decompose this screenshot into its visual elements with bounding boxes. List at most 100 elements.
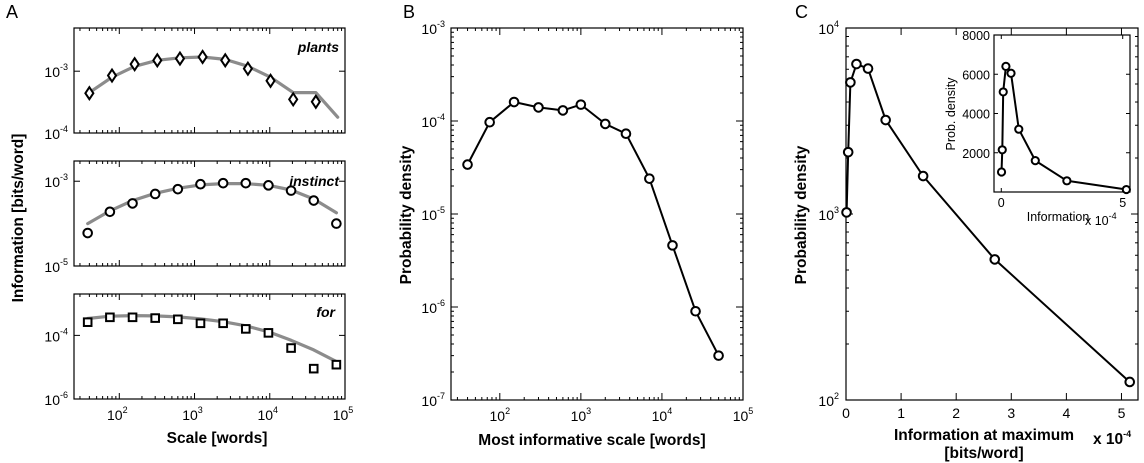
panel-letter-a: A	[6, 2, 18, 22]
panel-b: B 102 103 104 105 10-7 10-6 10-5 10-4 10-3 Most …	[398, 2, 753, 449]
panel-a-plants-data-point	[84, 85, 95, 102]
panel-b-data-point	[599, 118, 611, 130]
panel-a-x-tick-label: 103	[182, 405, 203, 423]
panel-c-x-axis-label-units: [bits/word]	[944, 445, 1023, 462]
panel-b-data-point	[557, 105, 569, 116]
panel-b-y-tick-label: 10-6	[421, 298, 445, 316]
panel-a-y-tick-label: 10-4	[44, 326, 68, 344]
panel-a-instinct-data-point	[195, 178, 206, 190]
panel-b-data-point	[508, 96, 520, 108]
panel-c-inset-data-point	[1121, 184, 1131, 195]
panel-a-x-tick-label: 104	[257, 405, 278, 423]
panel-c-data-point	[851, 58, 862, 70]
panel-a-instinct-data-point	[104, 206, 116, 218]
panel-c-inset-frame	[993, 34, 1131, 193]
panel-a-for-word-label: for	[316, 304, 336, 320]
panel-a-instinct-frame	[73, 160, 346, 267]
panel-a-plants-data-point	[197, 49, 208, 65]
panel-a-instinct-data-point	[240, 177, 252, 189]
panel-c-inset-data-point	[1062, 176, 1072, 186]
panel-a-instinct-data-point	[172, 183, 184, 195]
panel-a-instinct-data-point	[308, 195, 320, 206]
panel-c-inset-x-multiplier: x 10-4	[1085, 211, 1117, 228]
panel-a-plants-fit-curve	[87, 55, 340, 119]
panel-a-plants-data-point	[287, 91, 299, 108]
panel-c-y-tick-label: 103	[818, 205, 839, 223]
panel-a-for-fit-curve	[86, 314, 338, 364]
panel-a-x-tick-label: 102	[107, 405, 128, 423]
panel-c-y-tick-label: 102	[818, 391, 839, 409]
panel-b-series-line	[466, 101, 720, 357]
panel-c-inset-x-tick-label: 0	[998, 196, 1005, 210]
panel-c-data-point	[1124, 376, 1136, 388]
panel-a-for-data-point	[286, 343, 296, 353]
panel-b-y-tick-label: 10-7	[421, 391, 445, 409]
panel-c-plot: 0 1 2 3 4 5 102 103 104 Information at maximum[bi…	[818, 19, 1139, 462]
panel-a-for-frame	[73, 293, 346, 400]
panel-b-y-tick-label: 10-4	[421, 112, 445, 130]
panel-b-y-tick-label: 10-3	[421, 19, 445, 37]
panel-b-data-point	[690, 305, 701, 317]
panel-b-y-axis-label: Probability density	[398, 145, 415, 284]
panel-a-plants-data-point	[106, 67, 118, 84]
panel-b-x-tick-label: 102	[490, 406, 511, 424]
panel-b-x-tick-label: 103	[571, 406, 592, 424]
panel-a-for-data-point	[331, 359, 342, 370]
panel-c-data-point	[845, 77, 856, 88]
panel-letter-b: B	[403, 2, 415, 22]
panel-c-x-tick-label: 0	[842, 405, 850, 421]
panel-a-plants-data-point	[310, 93, 322, 110]
panel-c-inset-data-point	[996, 167, 1007, 177]
panel-a-plants-word-label: plants	[297, 39, 339, 55]
panel-a-for-data-point	[195, 318, 206, 329]
panel-c-y-tick-label: 104	[818, 19, 839, 37]
panel-a-plants-data-point	[152, 52, 163, 69]
panel-c-inset-data-point	[1006, 68, 1016, 78]
panel-c-inset-data-point	[1001, 61, 1011, 72]
panel-a-y-tick-label: 10-4	[44, 124, 68, 142]
panel-c-inset-y-tick-label: 2000	[962, 147, 990, 161]
panel-a-instinct-data-point	[149, 188, 161, 200]
panel-a-plants-data-point	[129, 56, 140, 72]
panel-a-instinct-plot: 10-5 10-3 instinct	[44, 160, 346, 275]
panel-c-inset-data-point	[997, 145, 1007, 155]
panel-a-plants-plot: 10-4 10-3 plants	[44, 27, 346, 142]
panel-b-data-point	[575, 99, 587, 110]
panel-a-plants-data-point	[242, 60, 254, 77]
panel-a-y-tick-label: 10-3	[44, 62, 68, 80]
panel-c-x-tick-label: 5	[1118, 405, 1126, 421]
panel-a-for-data-point	[105, 312, 115, 323]
panel-a-for-data-point	[82, 317, 93, 327]
panel-c-data-point	[917, 170, 929, 182]
panel-b-frame	[450, 27, 744, 401]
panel-a-for-data-point	[218, 318, 228, 329]
panel-b-x-tick-label: 104	[652, 406, 673, 424]
panel-c-inset-y-tick-label: 4000	[962, 108, 990, 122]
panel-a-for-plot: 10-6 10-4 for 102 103 104 105	[44, 293, 353, 423]
panel-a-y-tick-label: 10-6	[44, 390, 68, 408]
panel-c-y-axis-label: Probability density	[793, 145, 810, 284]
panel-c-x-tick-label: 3	[1007, 405, 1015, 421]
panel-c-x-axis-label: Information at maximum	[894, 427, 1074, 444]
panel-b-data-point	[667, 240, 678, 251]
panel-c-inset-y-axis-label: Prob. density	[944, 77, 958, 151]
panel-b-data-point	[620, 128, 632, 140]
panel-letter-c: C	[795, 2, 808, 22]
panel-a-instinct-data-point	[127, 198, 138, 209]
panel-a-plants-frame	[73, 27, 346, 134]
panel-c-data-point	[880, 114, 891, 126]
panel-c-x-multiplier: x 10-4	[1093, 429, 1131, 448]
panel-b-data-point	[713, 350, 724, 361]
panel-a-y-tick-label: 10-3	[44, 172, 68, 190]
panel-b-plot: 102 103 104 105 10-7 10-6 10-5 10-4 10-3	[421, 19, 753, 424]
panel-b-data-point	[484, 116, 495, 128]
panel-c-inset-data-point	[998, 87, 1008, 97]
panel-c-inset-y-tick-label: 6000	[962, 68, 990, 82]
panel-a-for-data-point	[308, 363, 319, 374]
panel-c-x-tick-label: 2	[952, 405, 960, 421]
panel-b-x-tick-label: 105	[733, 406, 754, 424]
panel-c-data-point	[862, 63, 874, 74]
panel-a-instinct-word-label: instinct	[289, 173, 340, 189]
